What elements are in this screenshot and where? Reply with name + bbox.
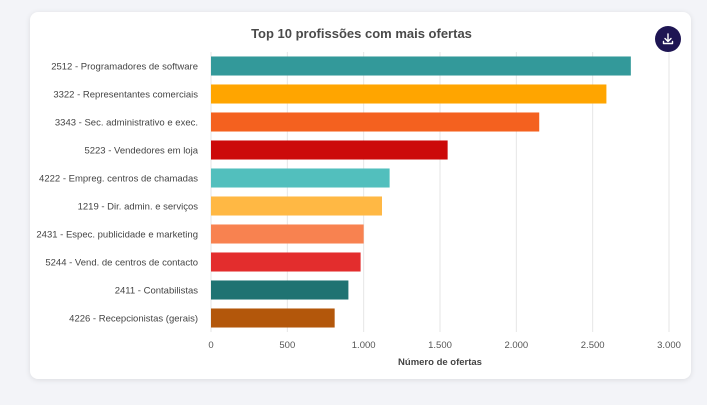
x-axis-title: Número de ofertas (398, 357, 482, 368)
x-tick-label: 1.000 (352, 340, 376, 351)
chart-title: Top 10 profissões com mais ofertas (251, 26, 472, 41)
download-icon (662, 33, 674, 45)
download-button[interactable] (655, 26, 681, 52)
bar (211, 112, 540, 132)
bar (211, 168, 390, 188)
category-label: 5244 - Vend. de centros de contacto (45, 258, 198, 269)
x-tick-label: 0 (208, 340, 213, 351)
bar (211, 84, 607, 104)
category-label: 3343 - Sec. administrativo e exec. (55, 118, 198, 129)
category-label: 4222 - Empreg. centros de chamadas (39, 174, 198, 185)
category-label: 2431 - Espec. publicidade e marketing (36, 230, 198, 241)
category-label: 2411 - Contabilistas (115, 286, 199, 297)
category-label: 1219 - Dir. admin. e serviços (78, 202, 199, 213)
bar (211, 252, 361, 272)
x-tick-label: 3.000 (657, 340, 681, 351)
x-tick-label: 2.500 (581, 340, 605, 351)
category-label: 3322 - Representantes comerciais (53, 90, 198, 101)
bar (211, 280, 349, 300)
x-tick-label: 500 (279, 340, 295, 351)
bar (211, 308, 335, 328)
bar (211, 140, 448, 160)
bar-chart: 0 500 1.000 1.500 2.000 2.500 3.000 2512 - Prog… (36, 52, 681, 368)
x-tick-label: 1.500 (428, 340, 452, 351)
bar (211, 196, 382, 216)
chart-card: Top 10 profissões com mais ofertas 0 500 1… (30, 12, 691, 379)
category-label: 5223 - Vendedores em loja (84, 146, 198, 157)
bar (211, 224, 364, 244)
category-label: 4226 - Recepcionistas (gerais) (69, 314, 198, 325)
x-tick-label: 2.000 (504, 340, 528, 351)
bar (211, 56, 631, 76)
category-label: 2512 - Programadores de software (51, 62, 198, 73)
